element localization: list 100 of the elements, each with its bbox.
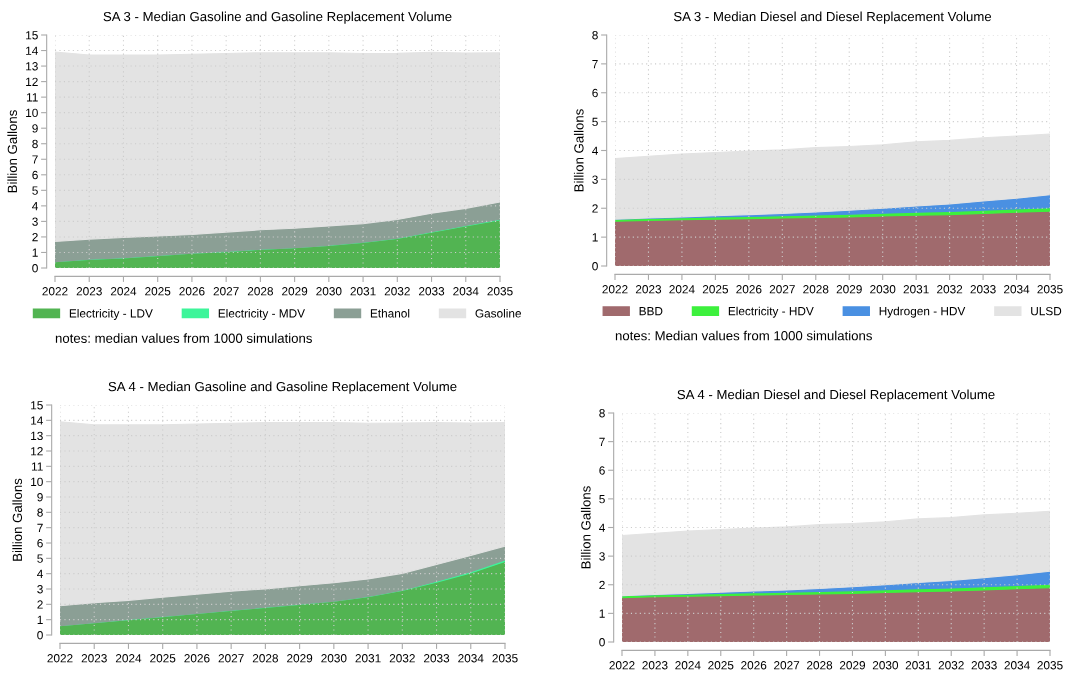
y-tick-label: 1	[599, 609, 605, 618]
x-tick-label: 2025	[150, 654, 176, 663]
x-tick-label: 2023	[81, 654, 107, 663]
y-tick-label: 7	[32, 155, 38, 164]
x-tick-label: 2022	[609, 661, 635, 670]
y-tick-label: 11	[31, 462, 43, 471]
y-tick-label: 4	[37, 569, 43, 578]
y-tick-label: 6	[592, 88, 598, 98]
x-tick-label: 2030	[316, 287, 342, 296]
x-tick-label: 2034	[453, 287, 479, 296]
x-tick-label: 2034	[1004, 661, 1030, 670]
y-tick-label: 1	[32, 248, 38, 257]
x-tick-label: 2031	[905, 661, 931, 670]
y-tick-label: 14	[26, 46, 38, 55]
x-tick-label: 2033	[419, 287, 445, 296]
x-tick-label: 2031	[350, 287, 376, 296]
y-tick-label: 4	[32, 202, 38, 211]
x-tick-label: 2031	[903, 285, 929, 294]
text: notes: median values from 1000 simulations	[55, 333, 312, 343]
x-tick-label: 2025	[708, 661, 734, 670]
x-tick-label: 2025	[702, 285, 729, 294]
y-tick-label: 6	[37, 539, 43, 548]
x-tick-label: 2026	[179, 287, 205, 296]
x-tick-label: 2028	[803, 285, 829, 294]
x-tick-label: 2023	[76, 287, 102, 296]
y-tick-label: 1	[592, 233, 598, 242]
x-tick-label: 2026	[736, 285, 762, 294]
y-tick-label: 5	[592, 117, 598, 127]
x-tick-label: 2026	[184, 654, 210, 663]
x-tick-label: 2031	[355, 654, 381, 663]
y-tick-label: 2	[37, 600, 43, 609]
y-tick-label: 5	[37, 554, 43, 563]
y-tick-label: 0	[599, 638, 605, 647]
y-tick-label: 6	[599, 466, 605, 475]
x-tick-label: 2035	[492, 654, 518, 663]
x-tick-label: 2029	[282, 287, 308, 296]
y-tick-label: 4	[599, 523, 605, 532]
x-tick-label: 2027	[774, 661, 800, 670]
y-tick-label: 7	[37, 523, 43, 532]
y-tick-label: 8	[37, 508, 43, 517]
y-axis-title: Billion Gallons	[580, 486, 591, 569]
x-tick-label: 2022	[47, 654, 73, 663]
x-tick-label: 2022	[42, 287, 68, 296]
legend-label: ULSD	[1031, 306, 1062, 316]
y-tick-label: 0	[592, 262, 598, 271]
chart-title: SA 3 - Median Diesel and Diesel Replacement Volume	[673, 11, 992, 24]
y-tick-label: 8	[32, 139, 38, 149]
y-tick-label: 1	[37, 615, 43, 624]
chart-title: SA 4 - Median Gasoline and Gasoline Replacement Volume	[108, 381, 457, 394]
y-tick-label: 7	[592, 60, 598, 69]
x-tick-label: 2028	[247, 287, 273, 296]
x-tick-label: 2033	[970, 285, 996, 294]
y-tick-label: 3	[32, 217, 38, 226]
legend-label: BBD	[639, 307, 663, 316]
y-axis-title: Billion Gallons	[7, 110, 18, 193]
y-tick-label: 0	[37, 631, 43, 640]
x-tick-label: 2034	[1004, 285, 1030, 294]
x-tick-label: 2033	[971, 661, 997, 670]
x-tick-label: 2032	[389, 654, 415, 663]
y-tick-label: 3	[592, 175, 598, 184]
chart-title: SA 4 - Median Diesel and Diesel Replacement Volume	[677, 389, 995, 402]
y-tick-label: 15	[31, 401, 43, 410]
y-tick-label: 15	[26, 31, 38, 40]
y-tick-label: 9	[32, 124, 38, 133]
x-tick-label: 2035	[1037, 661, 1063, 670]
y-tick-label: 2	[599, 580, 605, 590]
y-tick-label: 8	[592, 31, 598, 40]
x-tick-label: 2035	[487, 287, 513, 296]
legend-label: Electricity - HDV	[728, 306, 814, 318]
y-tick-label: 3	[599, 552, 605, 561]
x-tick-label: 2022	[602, 285, 628, 294]
y-tick-label: 11	[26, 93, 38, 102]
x-tick-label: 2032	[937, 285, 963, 294]
x-tick-label: 2025	[145, 287, 171, 296]
x-tick-label: 2023	[635, 285, 662, 294]
x-tick-label: 2026	[741, 661, 767, 670]
x-tick-label: 2028	[807, 661, 833, 670]
x-tick-label: 2034	[458, 654, 484, 663]
y-tick-label: 10	[26, 108, 38, 118]
y-tick-label: 8	[599, 409, 605, 418]
x-tick-label: 2027	[218, 654, 244, 663]
y-tick-label: 12	[26, 77, 38, 86]
legend-label: Ethanol	[370, 308, 410, 318]
x-tick-label: 2030	[872, 661, 899, 670]
y-tick-label: 6	[32, 170, 38, 180]
x-tick-label: 2027	[769, 285, 795, 294]
x-tick-label: 2024	[115, 654, 142, 663]
y-tick-label: 10	[31, 477, 43, 487]
y-tick-label: 13	[26, 62, 38, 71]
x-tick-label: 2032	[384, 287, 410, 296]
x-tick-label: 2027	[213, 287, 239, 296]
y-axis-title: Billion Gallons	[573, 109, 584, 192]
legend-label: Electricity - MDV	[218, 308, 305, 320]
y-tick-label: 12	[31, 447, 43, 456]
y-tick-label: 3	[37, 585, 43, 594]
y-tick-label: 5	[32, 186, 38, 195]
x-tick-label: 2024	[110, 287, 137, 296]
x-tick-label: 2030	[321, 654, 347, 663]
x-tick-label: 2029	[836, 285, 862, 294]
x-tick-label: 2032	[938, 661, 964, 670]
